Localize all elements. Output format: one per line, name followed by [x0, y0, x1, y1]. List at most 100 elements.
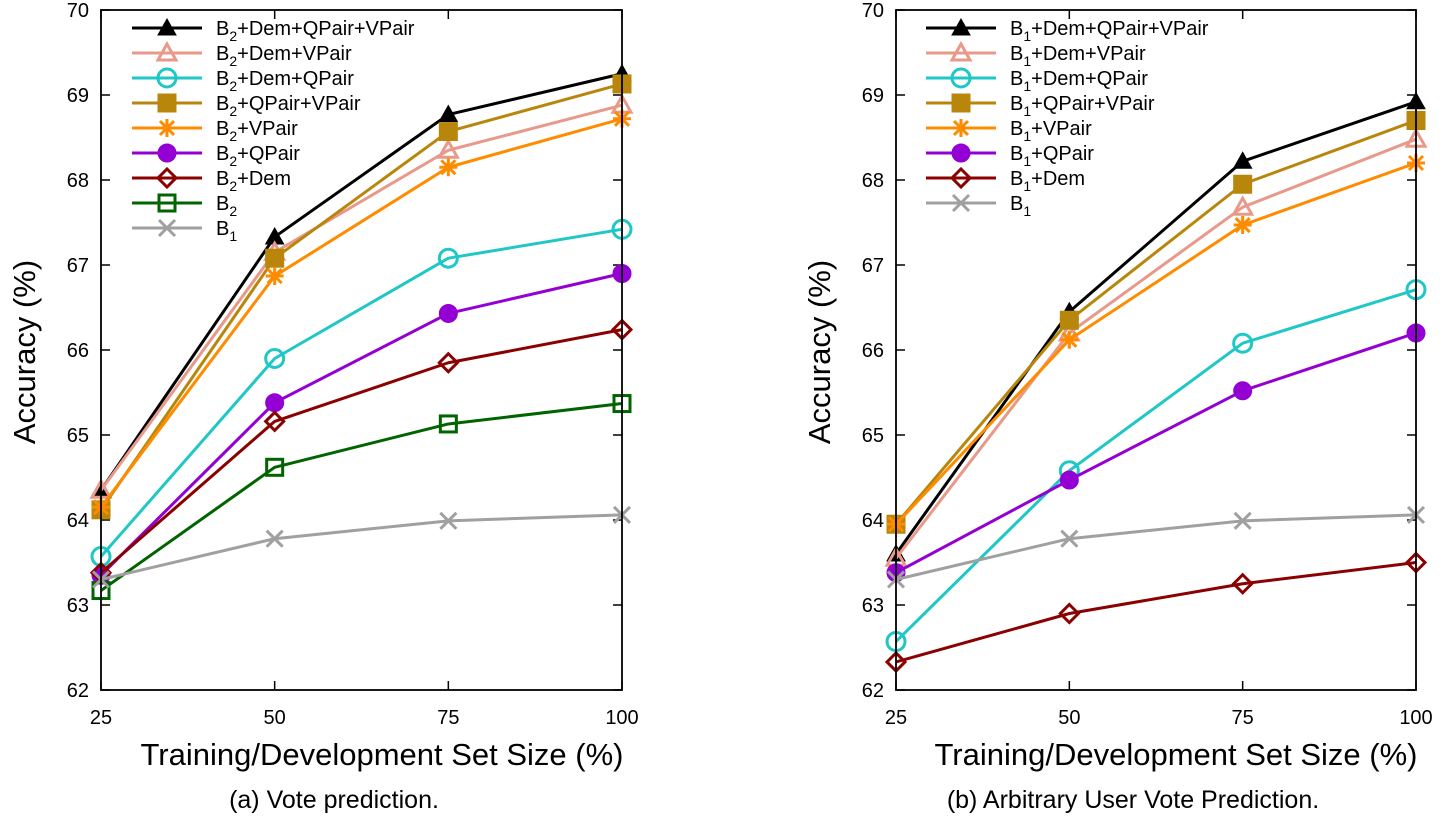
data-point-B2+QPair+VPair-75 [438, 122, 458, 142]
series-line-B2+QPair+VPair [99, 82, 623, 511]
legend-label-base: B [216, 93, 229, 115]
legend-label-rest: +Dem+VPair [1031, 43, 1146, 65]
legend-label-subscript: 1 [1023, 103, 1031, 119]
legend-item: B1+Dem+QPair+VPair [926, 17, 1209, 44]
legend-item: B1 [926, 193, 1031, 219]
legend-swatch-marker [155, 166, 179, 190]
x-tick-label: 50 [264, 707, 286, 729]
legend-label: B2+Dem+VPair [216, 43, 352, 69]
data-point-B1+VPair-75 [1233, 216, 1252, 235]
series-B2 [91, 394, 632, 601]
legend-label-rest: +QPair [1031, 143, 1094, 165]
series-B2+Dem+QPair+VPair [91, 63, 632, 498]
legend-label-base: B [1010, 143, 1023, 165]
legend-label-base: B [1010, 68, 1023, 90]
data-point-B2-50 [265, 457, 285, 477]
legend-swatch-marker [949, 166, 973, 190]
legend-item: B2+Dem+VPair [132, 40, 352, 69]
legend-label: B1+VPair [1010, 118, 1092, 144]
data-point-B1+Dem-50 [1058, 602, 1081, 625]
data-point-B1-50 [1060, 529, 1079, 548]
y-tick-label: 69 [862, 85, 884, 107]
legend-label-rest: +Dem+QPair+VPair [1031, 18, 1209, 40]
legend-swatch-marker [155, 40, 179, 62]
legend-label-subscript: 1 [1023, 128, 1031, 144]
series-B2+QPair [91, 264, 632, 585]
legend-label: B1+Dem+VPair [1010, 43, 1146, 69]
y-tick-label: 70 [67, 0, 89, 22]
legend-label-subscript: 2 [229, 203, 237, 219]
y-tick-label: 63 [862, 595, 884, 617]
legend-item: B1+Dem+QPair [926, 67, 1148, 94]
legend: B1+Dem+QPair+VPairB1+Dem+VPairB1+Dem+QPa… [926, 17, 1209, 219]
y-tick-label: 62 [862, 680, 884, 702]
legend-label: B2+Dem+QPair [216, 68, 354, 94]
data-point-B1+QPair+VPair-50 [1059, 310, 1079, 330]
series-B2+QPair+VPair [91, 74, 632, 520]
legend-label-rest: +Dem+QPair [1031, 68, 1148, 90]
legend-item: B2+QPair+VPair [132, 93, 361, 119]
legend-label-subscript: 1 [1023, 153, 1031, 169]
data-point-B2+QPair+VPair-50 [265, 248, 285, 268]
y-tick-label: 65 [862, 425, 884, 447]
legend-label-rest: +Dem [1031, 168, 1085, 190]
series-line-B1+QPair [895, 331, 1417, 575]
data-point-B1-75 [439, 511, 458, 530]
data-point-B1+QPair-75 [1233, 381, 1253, 401]
legend-label-subscript: 2 [229, 153, 237, 169]
data-point-B1+Dem+QPair+VPair-75 [1232, 151, 1253, 169]
legend-label-base: B [216, 18, 229, 40]
legend-label-base: B [1010, 193, 1023, 215]
legend-swatch-marker [951, 193, 971, 213]
series-line-B1+VPair [894, 161, 1417, 526]
legend-item: B1+Dem+VPair [926, 40, 1146, 69]
legend-swatch-marker [158, 119, 176, 137]
legend-label: B1+QPair+VPair [1010, 93, 1155, 119]
data-point-B1-50 [265, 529, 284, 548]
legend-label-rest: +VPair [237, 118, 298, 140]
legend-label-subscript: 1 [1023, 178, 1031, 194]
legend-label-base: B [216, 68, 229, 90]
legend-label-subscript: 2 [229, 78, 237, 94]
legend-label-subscript: 1 [1023, 53, 1031, 69]
data-point-B1+QPair-50 [1059, 470, 1079, 490]
series-B2+Dem [89, 318, 634, 584]
data-point-B1+VPair-50 [1060, 330, 1079, 349]
data-point-B2+Dem+VPair-75 [436, 138, 460, 159]
legend-item: B1+VPair [926, 118, 1092, 144]
legend-swatch-marker [949, 40, 973, 62]
data-point-B2+Dem+QPair-50 [264, 348, 286, 369]
x-axis-title: Training/Development Set Size (%) [935, 737, 1418, 772]
legend-label-subscript: 2 [229, 103, 237, 119]
legend-label-base: B [216, 218, 229, 240]
y-axis-title: Accuracy (%) [802, 260, 837, 444]
data-point-B1+Dem+QPair-75 [1232, 332, 1254, 354]
legend-label-base: B [1010, 18, 1023, 40]
legend-swatch-marker [950, 67, 972, 89]
legend-item: B1 [132, 218, 237, 244]
legend-label: B1+Dem+QPair [1010, 68, 1148, 94]
legend-label: B2+QPair [216, 143, 300, 169]
y-tick-label: 66 [862, 340, 884, 362]
legend-label-rest: +QPair [237, 143, 300, 165]
legend-label-base: B [1010, 118, 1023, 140]
series-line-B1 [895, 513, 1417, 581]
legend-item: B2 [132, 193, 237, 219]
legend-item: B1+Dem [926, 166, 1085, 194]
legend-label-subscript: 2 [229, 128, 237, 144]
legend-swatch-marker [952, 119, 970, 137]
legend-label-rest: +QPair+VPair [1031, 93, 1155, 115]
x-tick-label: 100 [1399, 707, 1432, 729]
legend-item: B2+Dem+QPair [132, 67, 354, 94]
series-B1+Dem+QPair+VPair [886, 91, 1426, 562]
legend-label-base: B [216, 143, 229, 165]
data-point-B2+Dem+QPair-75 [437, 247, 459, 269]
y-tick-label: 64 [67, 510, 89, 532]
series-B1 [886, 505, 1426, 589]
legend-swatch-marker [951, 17, 971, 36]
y-tick-label: 66 [67, 340, 89, 362]
series-line-B2+VPair [99, 117, 623, 509]
legend-label: B2+QPair+VPair [216, 93, 361, 119]
